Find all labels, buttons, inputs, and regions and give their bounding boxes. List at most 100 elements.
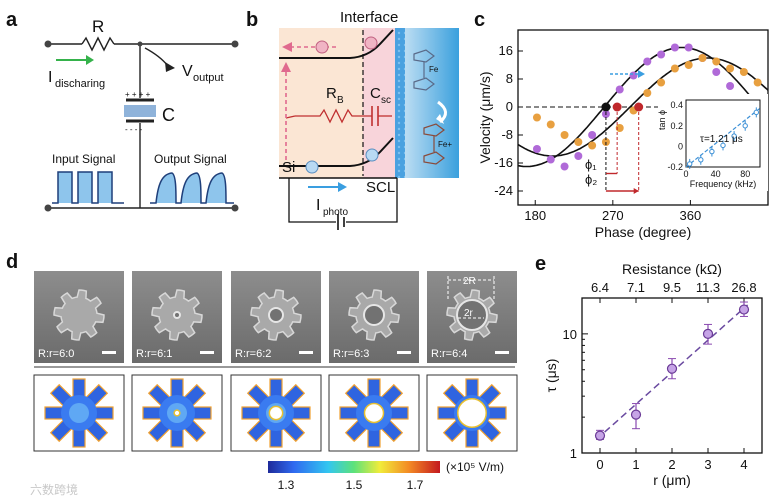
data-point-purple (588, 131, 597, 139)
data-point-orange (712, 57, 721, 66)
colorbar-tick: 1.3 (278, 478, 295, 492)
watermark: 六数跨境 (30, 482, 78, 497)
data-point (738, 304, 750, 315)
data-point-purple (670, 43, 679, 52)
valence-band (279, 137, 394, 167)
x-axis-label: Phase (degree) (595, 224, 692, 240)
simulation-hole (457, 398, 487, 428)
inset-point (720, 142, 726, 149)
fe-plus-label: Fe+ (438, 140, 452, 149)
dim-2R-label: 2R (463, 276, 476, 287)
data-point-orange (546, 120, 555, 129)
hole (365, 148, 379, 162)
data-point-purple (712, 68, 721, 76)
y-tick-label: 8 (506, 71, 513, 86)
inset-y-label: tan ϕ (657, 110, 667, 130)
output-signal-label: Output Signal (154, 152, 227, 166)
x2-tick-label: 7.1 (627, 280, 645, 295)
x2-axis-label: Resistance (kΩ) (622, 261, 722, 277)
inset-frame (685, 99, 761, 168)
inset-point (731, 133, 737, 139)
scale-bar (495, 351, 509, 354)
simulation-hole (268, 405, 284, 421)
panel-a: a R I discharing V output + + + + - - - … (6, 9, 239, 212)
phi2-label: ϕ₂ (585, 172, 597, 187)
y-axis-label: τ (μs) (543, 359, 559, 393)
voltage-subscript: output (193, 72, 224, 84)
current-arrow-head (86, 55, 94, 65)
data-point-orange (532, 113, 541, 122)
simulation-core-inner (69, 403, 89, 423)
gear-hole (173, 311, 181, 319)
inset-background (658, 94, 768, 191)
panel-b-label: b (246, 9, 258, 31)
data-point-orange (588, 141, 597, 150)
fit-curve (517, 46, 769, 168)
electron (364, 36, 378, 50)
data-point-orange (726, 64, 735, 73)
y-tick-label: -16 (494, 155, 513, 170)
gear-hole (456, 299, 488, 331)
field-simulation-row (33, 374, 518, 452)
colorbar (268, 461, 440, 473)
interface-label: Interface (340, 9, 398, 26)
x-tick-label: 270 (602, 208, 624, 223)
inset-point (709, 148, 715, 155)
inset-point (753, 109, 759, 116)
y-tick-label: -24 (494, 183, 513, 198)
colorbar-unit: (×10⁵ V/m) (446, 460, 504, 474)
data-point-orange (643, 89, 652, 97)
data-point (702, 328, 714, 339)
simulation-hole (173, 409, 181, 417)
colorbar-tick: 1.5 (346, 478, 363, 492)
interface-layer (395, 28, 405, 178)
x-tick-label: 0 (596, 457, 603, 472)
csc-subscript: sc (381, 95, 391, 106)
panel-d-label: d (6, 251, 18, 273)
shift-arrow-head (638, 70, 645, 78)
phase-marker-red2 (634, 102, 644, 112)
y-tick-label: 16 (499, 43, 513, 58)
phi2-arrow-head (633, 188, 639, 194)
terminal-node (231, 40, 239, 48)
inset-point (698, 157, 704, 163)
rb-resistor (295, 108, 372, 124)
y-tick-label: 0 (506, 99, 513, 114)
hole (305, 160, 319, 174)
excitation-arrow-head (281, 62, 291, 72)
y-tick-label: 10 (563, 327, 577, 342)
data-point-orange (670, 64, 679, 73)
x2-tick-label: 11.3 (696, 280, 720, 295)
scale-bar (102, 351, 116, 354)
electron (315, 40, 329, 54)
ratio-label: R:r=6:1 (136, 348, 172, 360)
data-point-purple (684, 43, 693, 52)
data-point-orange (684, 61, 693, 69)
csc-label: C (370, 85, 381, 102)
ratio-label: R:r=6:4 (431, 348, 467, 360)
inset-x-label: Frequency (kHz) (690, 179, 757, 189)
ferrocene-molecule (413, 49, 435, 91)
gear-hole (268, 307, 284, 323)
scl-label: SCL (366, 179, 395, 196)
rb-lead (285, 115, 296, 119)
data-point-orange (615, 124, 624, 132)
panel-a-label: a (6, 9, 18, 31)
scale-bar (200, 351, 214, 354)
data-point-orange (739, 68, 748, 76)
x-axis-label: r (μm) (653, 472, 691, 488)
conduction-band (279, 29, 394, 59)
tau-chart: 0 6.4 1 7.1 2 9.5 3 11.3 4 26.8 1 10 r (μm) Resistanc… (543, 261, 763, 488)
photocurrent-subscript: photo (323, 207, 348, 218)
plate-charge-minus: - - - - (125, 125, 143, 134)
rb-subscript: B (337, 95, 344, 106)
panel-d: d R:r=6:0 R:r=6:1 R:r=6:2 R:r=6:3 R:r=6:4 2R… (6, 251, 518, 492)
data-point-purple (615, 85, 624, 94)
ferrocenium-molecule (423, 123, 445, 165)
electrolyte-region (397, 28, 459, 178)
inset-y-tick: 0 (678, 141, 683, 151)
inset-fit-line (685, 107, 761, 168)
y-tick-label: 1 (570, 446, 577, 461)
